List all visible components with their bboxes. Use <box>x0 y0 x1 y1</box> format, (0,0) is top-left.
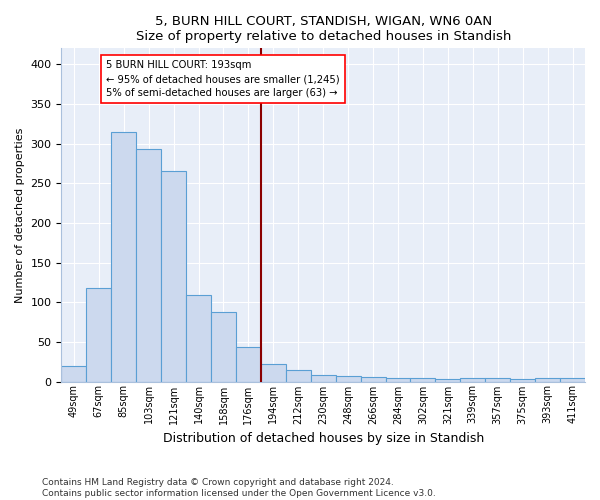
Bar <box>410 378 436 382</box>
Bar <box>236 346 261 382</box>
Bar <box>86 288 111 382</box>
X-axis label: Distribution of detached houses by size in Standish: Distribution of detached houses by size … <box>163 432 484 445</box>
Y-axis label: Number of detached properties: Number of detached properties <box>15 127 25 302</box>
Text: 5 BURN HILL COURT: 193sqm
← 95% of detached houses are smaller (1,245)
5% of sem: 5 BURN HILL COURT: 193sqm ← 95% of detac… <box>106 60 340 98</box>
Bar <box>436 379 460 382</box>
Bar <box>111 132 136 382</box>
Bar <box>460 378 485 382</box>
Bar <box>510 379 535 382</box>
Bar <box>61 366 86 382</box>
Bar <box>286 370 311 382</box>
Bar <box>386 378 410 382</box>
Bar <box>136 149 161 382</box>
Bar <box>361 377 386 382</box>
Bar <box>161 172 186 382</box>
Bar <box>485 378 510 382</box>
Bar <box>335 376 361 382</box>
Bar <box>186 295 211 382</box>
Bar <box>211 312 236 382</box>
Title: 5, BURN HILL COURT, STANDISH, WIGAN, WN6 0AN
Size of property relative to detach: 5, BURN HILL COURT, STANDISH, WIGAN, WN6… <box>136 15 511 43</box>
Bar <box>560 378 585 382</box>
Bar <box>261 364 286 382</box>
Bar <box>311 375 335 382</box>
Bar <box>535 378 560 382</box>
Text: Contains HM Land Registry data © Crown copyright and database right 2024.
Contai: Contains HM Land Registry data © Crown c… <box>42 478 436 498</box>
